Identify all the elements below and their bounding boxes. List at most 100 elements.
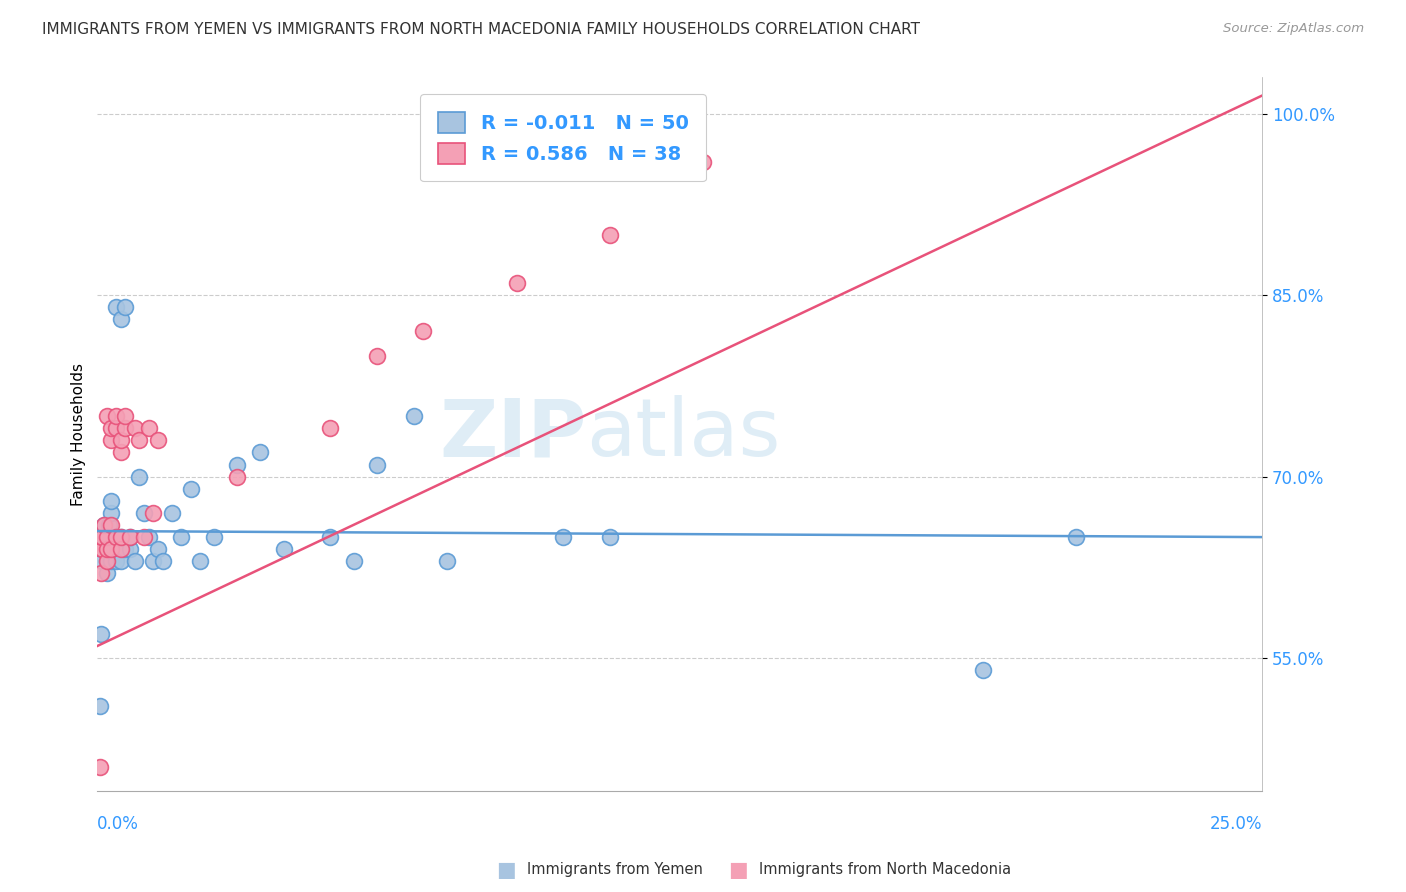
Point: [152, 554, 174, 568]
Point: [110, 554, 132, 568]
Point: [128, 434, 150, 448]
Point: [110, 530, 132, 544]
Point: [319, 530, 342, 544]
Point: [138, 530, 160, 544]
Point: [114, 300, 136, 314]
Point: [104, 554, 127, 568]
Text: ■: ■: [496, 860, 516, 880]
Point: [132, 530, 155, 544]
Point: [91, 530, 114, 544]
Text: atlas: atlas: [586, 395, 780, 474]
Point: [96, 554, 118, 568]
Point: [98, 518, 121, 533]
Point: [412, 325, 434, 339]
Y-axis label: Family Households: Family Households: [72, 363, 86, 506]
Point: [110, 542, 132, 557]
Point: [96, 409, 118, 424]
Legend: R = -0.011   N = 50, R = 0.586   N = 38: R = -0.011 N = 50, R = 0.586 N = 38: [420, 95, 706, 181]
Point: [91, 530, 114, 544]
Point: [972, 663, 994, 677]
Point: [91, 530, 114, 544]
Point: [599, 227, 621, 242]
Point: [132, 506, 155, 520]
Point: [104, 421, 127, 435]
Text: Immigrants from North Macedonia: Immigrants from North Macedonia: [759, 863, 1011, 877]
Text: Source: ZipAtlas.com: Source: ZipAtlas.com: [1223, 22, 1364, 36]
Point: [91, 530, 114, 544]
Point: [160, 506, 183, 520]
Point: [1064, 530, 1087, 544]
Point: [100, 506, 122, 520]
Point: [104, 530, 127, 544]
Point: [118, 530, 141, 544]
Point: [96, 542, 118, 557]
Point: [226, 469, 249, 483]
Point: [114, 409, 136, 424]
Point: [142, 554, 165, 568]
Point: [110, 445, 132, 459]
Point: [110, 312, 132, 326]
Point: [146, 434, 169, 448]
Point: [100, 518, 122, 533]
Point: [100, 434, 122, 448]
Point: [273, 542, 295, 557]
Text: ■: ■: [728, 860, 748, 880]
Text: IMMIGRANTS FROM YEMEN VS IMMIGRANTS FROM NORTH MACEDONIA FAMILY HOUSEHOLDS CORRE: IMMIGRANTS FROM YEMEN VS IMMIGRANTS FROM…: [42, 22, 920, 37]
Point: [100, 493, 122, 508]
Point: [91, 542, 114, 557]
Point: [146, 542, 169, 557]
Point: [118, 530, 141, 544]
Point: [553, 530, 575, 544]
Point: [118, 542, 141, 557]
Point: [180, 482, 202, 496]
Point: [505, 276, 527, 290]
Text: Immigrants from Yemen: Immigrants from Yemen: [527, 863, 703, 877]
Point: [599, 530, 621, 544]
Point: [142, 506, 165, 520]
Point: [104, 409, 127, 424]
Text: 25.0%: 25.0%: [1209, 815, 1263, 833]
Point: [170, 530, 193, 544]
Point: [100, 542, 122, 557]
Point: [110, 434, 132, 448]
Point: [404, 409, 426, 424]
Point: [110, 530, 132, 544]
Point: [93, 518, 115, 533]
Point: [366, 458, 388, 472]
Point: [89, 699, 111, 714]
Point: [91, 542, 114, 557]
Point: [100, 542, 122, 557]
Point: [124, 421, 146, 435]
Point: [319, 421, 342, 435]
Point: [114, 542, 136, 557]
Point: [100, 554, 122, 568]
Text: 0.0%: 0.0%: [97, 815, 139, 833]
Point: [96, 530, 118, 544]
Point: [90, 566, 112, 581]
Point: [96, 542, 118, 557]
Point: [91, 542, 114, 557]
Point: [114, 421, 136, 435]
Point: [342, 554, 364, 568]
Point: [91, 554, 114, 568]
Point: [436, 554, 458, 568]
Point: [96, 566, 118, 581]
Point: [100, 421, 122, 435]
Point: [89, 760, 111, 774]
Point: [226, 458, 249, 472]
Point: [128, 469, 150, 483]
Point: [96, 530, 118, 544]
Point: [124, 554, 146, 568]
Point: [366, 349, 388, 363]
Point: [90, 627, 112, 641]
Point: [692, 155, 714, 169]
Point: [104, 300, 127, 314]
Point: [96, 554, 118, 568]
Point: [188, 554, 211, 568]
Point: [249, 445, 271, 459]
Point: [202, 530, 225, 544]
Point: [104, 530, 127, 544]
Text: ZIP: ZIP: [439, 395, 586, 474]
Point: [93, 518, 115, 533]
Point: [138, 421, 160, 435]
